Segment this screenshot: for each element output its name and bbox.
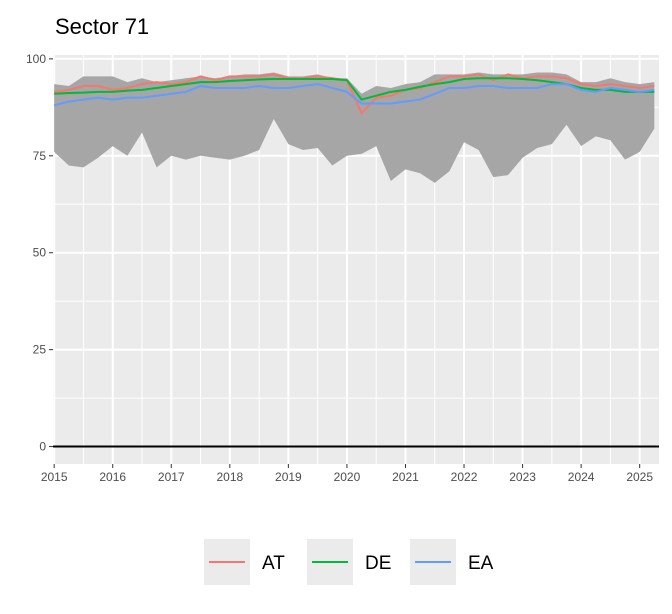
range-band-layer bbox=[54, 72, 655, 183]
x-tick-label: 2023 bbox=[509, 470, 536, 484]
x-tick-label: 2019 bbox=[275, 470, 302, 484]
y-tick-label: 0 bbox=[39, 440, 46, 454]
x-axis: 2015 2016 2017 2018 2019 2020 2021 2022 2023 2024… bbox=[41, 464, 653, 484]
x-tick-label: 2025 bbox=[626, 470, 653, 484]
y-tick-label: 50 bbox=[33, 246, 47, 260]
legend: AT DE EA bbox=[204, 539, 494, 585]
x-tick-label: 2018 bbox=[216, 470, 243, 484]
x-tick-label: 2021 bbox=[392, 470, 419, 484]
legend-item-at: AT bbox=[204, 539, 285, 585]
series-line-ea bbox=[53, 83, 655, 107]
y-axis: 0 25 50 75 100 bbox=[26, 52, 53, 454]
series-layer bbox=[53, 73, 655, 115]
legend-label: EA bbox=[468, 553, 494, 574]
x-tick-label: 2020 bbox=[334, 470, 361, 484]
legend-label: DE bbox=[365, 553, 391, 574]
x-tick-label: 2017 bbox=[158, 470, 185, 484]
x-tick-label: 2015 bbox=[41, 470, 68, 484]
legend-item-ea: EA bbox=[410, 539, 494, 585]
range-band bbox=[54, 72, 655, 183]
legend-label: AT bbox=[262, 553, 285, 574]
y-tick-label: 25 bbox=[33, 343, 47, 357]
x-tick-label: 2024 bbox=[568, 470, 595, 484]
chart-title: Sector 71 bbox=[55, 14, 149, 39]
x-tick-label: 2016 bbox=[99, 470, 126, 484]
y-tick-label: 100 bbox=[26, 52, 46, 66]
legend-item-de: DE bbox=[307, 539, 391, 585]
x-tick-label: 2022 bbox=[451, 470, 478, 484]
series-line-de bbox=[54, 77, 655, 101]
y-tick-label: 75 bbox=[33, 149, 47, 163]
